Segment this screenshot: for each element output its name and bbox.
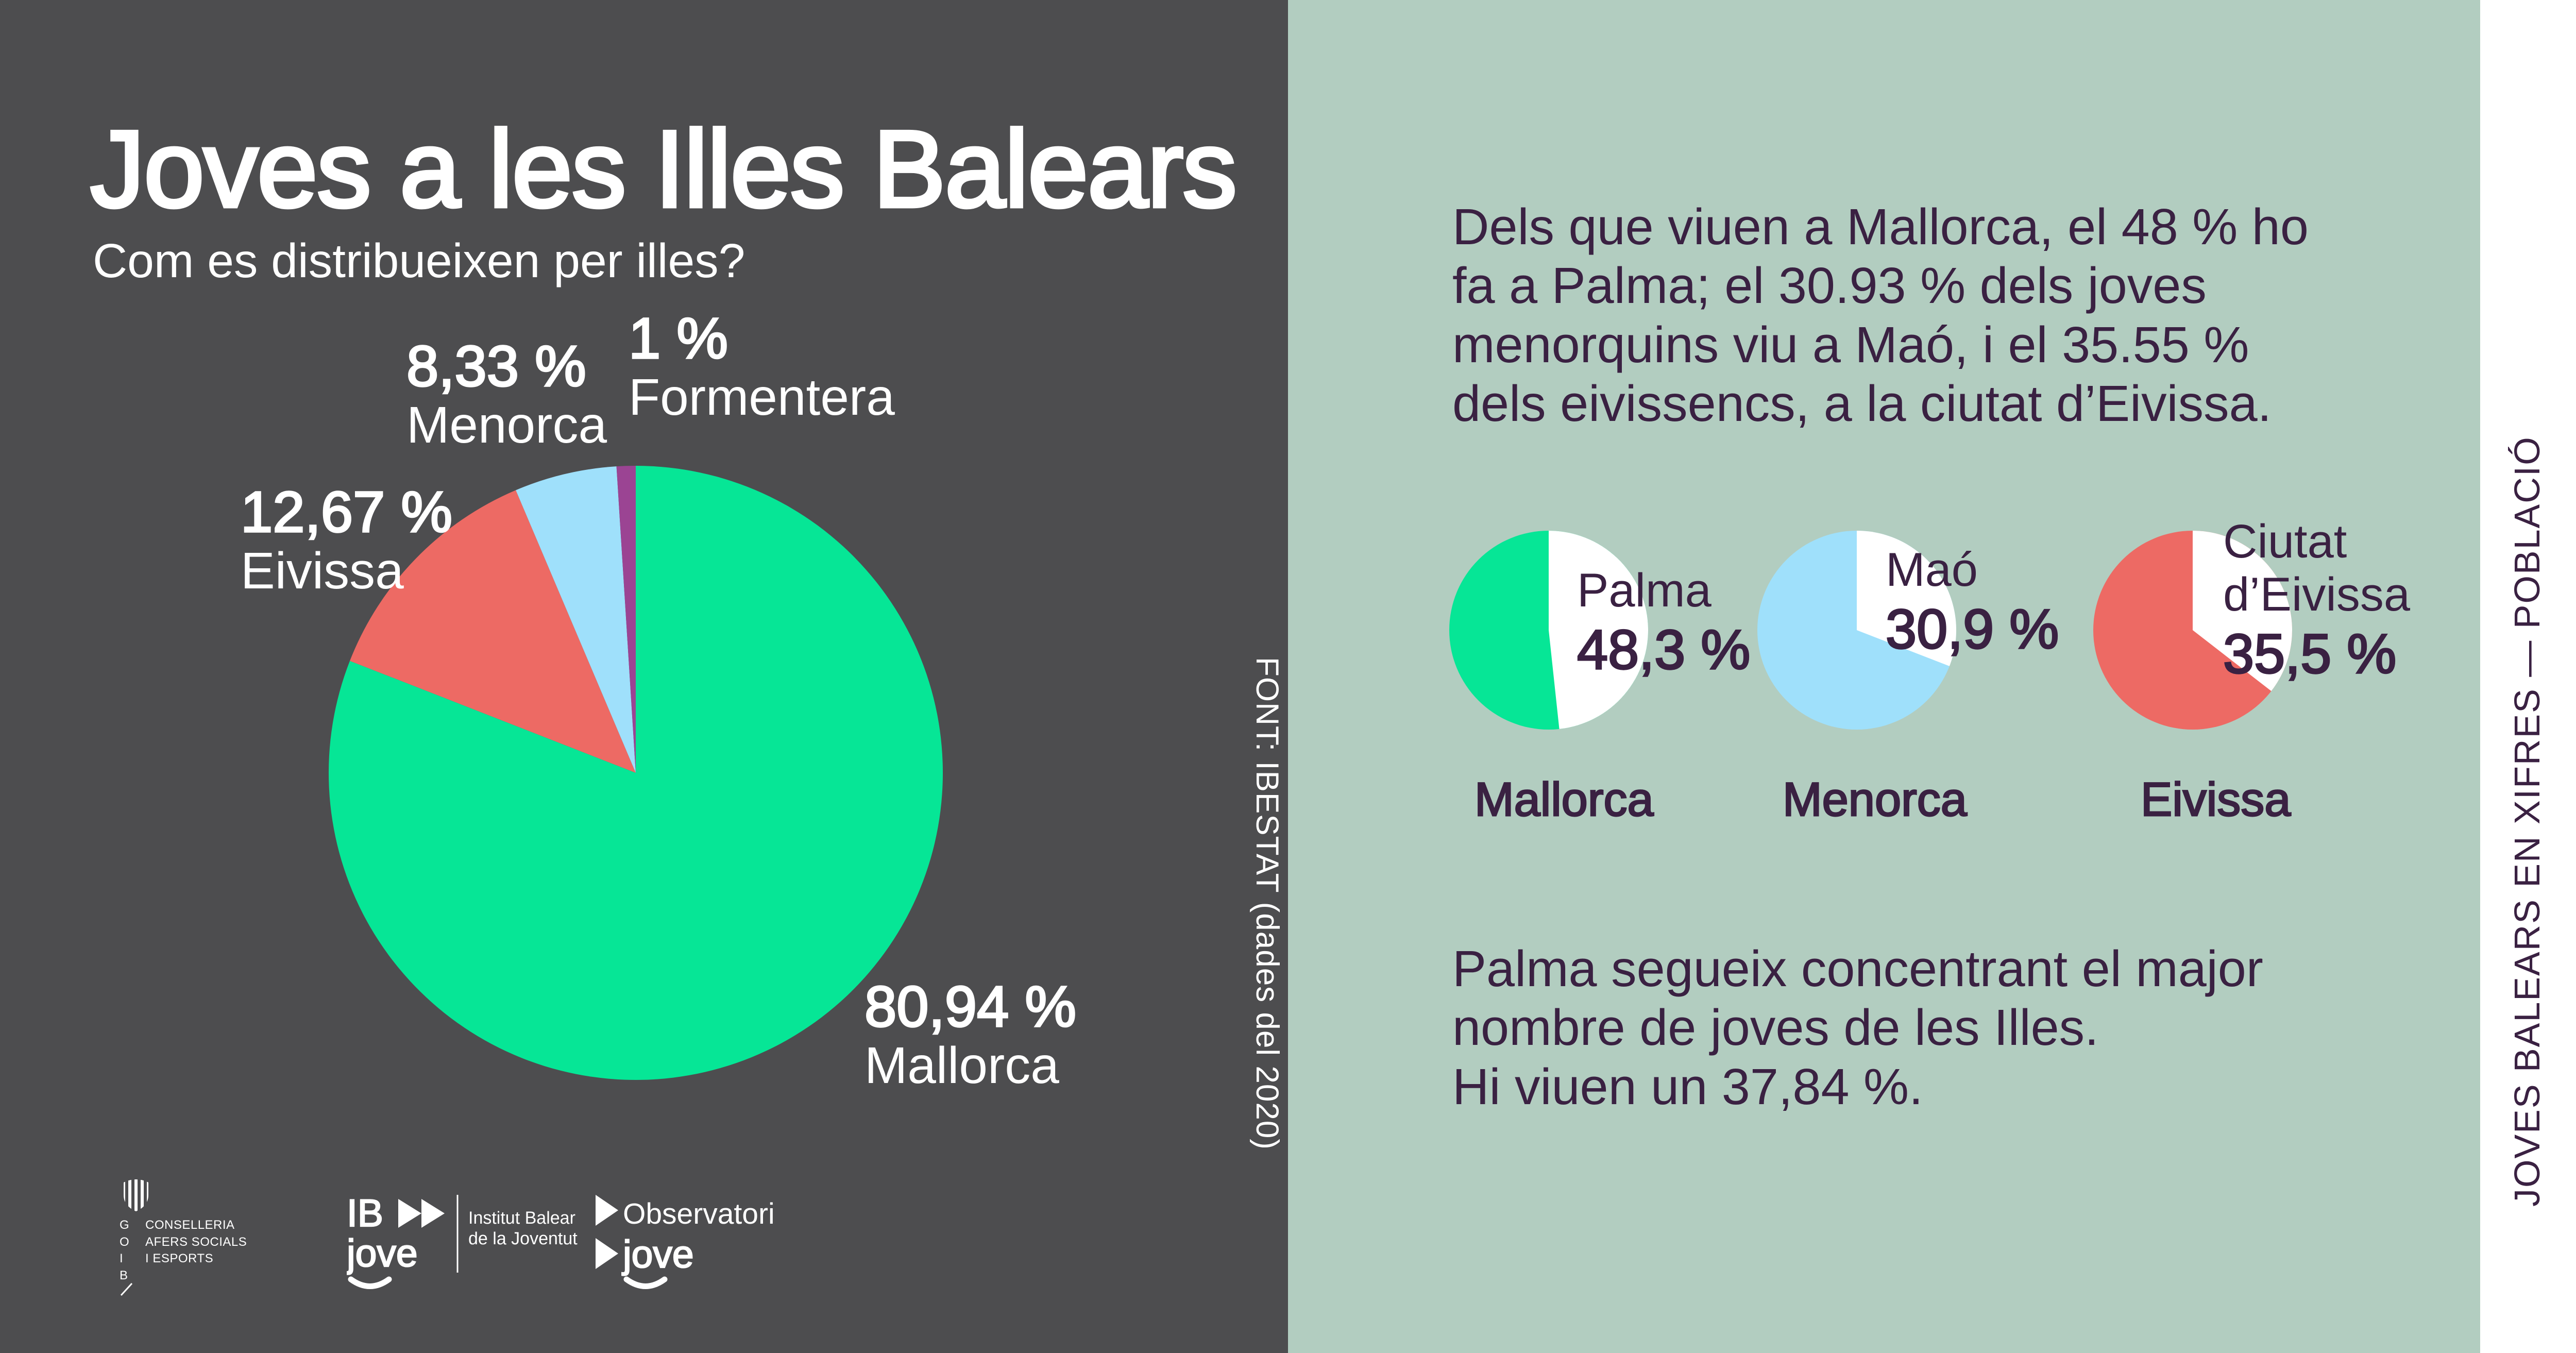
svg-text:IB: IB [347,1191,383,1234]
svg-text:Observatori: Observatori [623,1197,775,1230]
svg-text:de la Joventut: de la Joventut [468,1229,578,1248]
svg-text:Institut Balear: Institut Balear [468,1208,575,1228]
svg-text:jove: jove [621,1232,694,1277]
svg-text:jove: jove [347,1231,418,1276]
